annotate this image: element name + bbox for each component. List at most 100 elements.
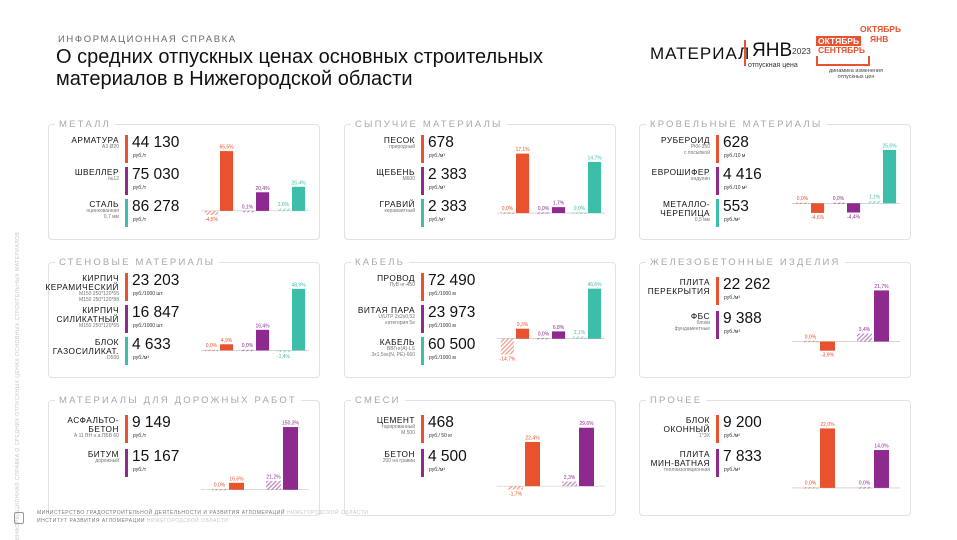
bar-label: 26,4%	[291, 180, 306, 186]
footer-line-2-text: ИНСТИТУТ РАЗВИТИЯ АГЛОМЕРАЦИИ	[37, 518, 146, 524]
item-name: МЕТАЛЛО- ЧЕРЕПИЦА	[660, 199, 710, 218]
bar-label: 4,9%	[221, 338, 233, 344]
item-color-bar	[125, 305, 128, 333]
item-name: ФБС	[690, 311, 710, 321]
item-color-bar	[125, 199, 128, 227]
legend-september: СЕНТЯБРЬ	[818, 45, 866, 55]
item-color-bar	[125, 167, 128, 195]
footer-line-1: МИНИСТЕРСТВО ГРАДОСТРОИТЕЛЬНОЙ ДЕЯТЕЛЬНО…	[37, 510, 368, 516]
panel-title: СМЕСИ	[351, 395, 405, 406]
item-color-bar	[421, 337, 424, 365]
legend-october-2: ОКТЯБРЬ	[816, 36, 862, 46]
item-subtitle: D500	[107, 355, 119, 361]
bar-label: 2,3%	[564, 475, 576, 481]
bar-label: 16,4%	[255, 323, 270, 329]
item-unit: руб./м³	[724, 329, 741, 335]
item-price: 4 416	[723, 166, 762, 183]
item-unit: руб./т	[133, 153, 147, 159]
item-price: 86 278	[132, 198, 180, 215]
bar-sep-jan	[795, 202, 809, 205]
bar-label: 20,4%	[255, 186, 270, 192]
item-name: ЦЕМЕНТ	[376, 415, 415, 425]
bar-sep-jan	[572, 212, 586, 214]
item-subtitle: А 11 ВН н.а.ПБВ 60	[73, 433, 119, 439]
item-color-bar	[421, 135, 424, 163]
bar-label: 9,3%	[517, 322, 529, 328]
panel-title: МЕТАЛЛ	[55, 119, 115, 130]
footer-line-1-text: МИНИСТЕРСТВО ГРАДОСТРОИТЕЛЬНОЙ ДЕЯТЕЛЬНО…	[37, 510, 285, 516]
bar-label: 22,4%	[525, 435, 540, 441]
bar-label: -3,9%	[821, 353, 835, 359]
item-price: 9 388	[723, 310, 762, 327]
item-unit: руб./1000 м	[429, 355, 456, 361]
bar-label: 48,9%	[291, 282, 306, 288]
panel-8: ПРОЧЕЕ БЛОК ОКОННЫЙ 1*3Х 9 200 руб./м² ПЛИТА …	[639, 395, 911, 516]
bar-label: 21,2%	[266, 474, 281, 480]
item-price: 4 500	[428, 448, 467, 465]
item-price: 7 833	[723, 448, 762, 465]
bar-sep-jan	[240, 349, 254, 352]
bar-label: 3,4%	[859, 327, 871, 333]
bar-label: -4,4%	[847, 214, 861, 220]
ministry-logo	[14, 512, 24, 524]
item-name: ПЛИТА МИН-ВАТНАЯ	[650, 449, 710, 468]
bar-label: 16,6%	[229, 476, 244, 482]
bar-sep-jan	[803, 487, 818, 489]
item-unit: руб./10 м²	[724, 185, 747, 191]
bar-oct-jan	[588, 288, 602, 339]
item-unit: руб./1000 м	[429, 291, 456, 297]
item-subtitle: РКК-350 с посыпкой	[684, 144, 710, 156]
bar-oct-jan	[874, 290, 889, 342]
item-name: ЕВРОШИФЕР	[651, 167, 710, 177]
item-price: 468	[428, 414, 454, 431]
item-price: 23 203	[132, 272, 180, 289]
item-color-bar	[716, 415, 719, 443]
bar-label: 25,6%	[882, 143, 897, 149]
item-name: ГРАВИЙ	[379, 199, 415, 209]
bar-label: -1,7%	[509, 491, 523, 497]
panel-3: СТЕНОВЫЕ МАТЕРИАЛЫ КИРПИЧ КЕРАМИЧЕСКИЙ М15…	[45, 257, 320, 378]
item-unit: руб./м³	[429, 467, 446, 473]
bar-oct-jan	[292, 186, 306, 211]
panel-5: ЖЕЛЕЗОБЕТОННЫЕ ИЗДЕЛИЯ ПЛИТА ПЕРЕКРЫТИЯ 22…	[639, 257, 911, 378]
bar-label: 0,0%	[805, 481, 817, 487]
bar-label: 0,0%	[574, 206, 586, 212]
item-unit: руб./м³	[724, 467, 741, 473]
panel-title: ЖЕЛЕЗОБЕТОННЫЕ ИЗДЕЛИЯ	[646, 257, 845, 268]
panel-title: СЫПУЧИЕ МАТЕРИАЛЫ	[351, 119, 507, 130]
bar-sep-jan	[266, 480, 281, 490]
item-subtitle: тарированный М 500	[381, 424, 415, 436]
item-subtitle: теплоизоляционная	[663, 467, 710, 473]
item-price: 4 633	[132, 336, 171, 353]
bar-label: 22,0%	[820, 422, 835, 428]
bar-label: 17,1%	[515, 147, 530, 153]
legend: МАТЕРИАЛ ЯНВ отпускная цена 2023 ОКТЯБРЬ…	[648, 24, 908, 80]
item-subtitle: А3 Ø20	[102, 144, 119, 150]
bar-label: 46,6%	[587, 282, 602, 288]
bar-label: 0,0%	[214, 482, 226, 488]
panel-title: КРОВЕЛЬНЫЕ МАТЕРИАЛЫ	[646, 119, 827, 130]
bar-label: 2,6%	[278, 202, 290, 208]
bar-oct-jan	[516, 153, 530, 214]
item-color-bar	[421, 273, 424, 301]
item-price: 678	[428, 134, 454, 151]
item-unit: руб./т	[133, 217, 147, 223]
bar-label: 21,7%	[874, 284, 889, 290]
dynamics-chart: -1,7% 22,4% 2,3% 29,6%	[497, 421, 605, 497]
panel-7: СМЕСИ ЦЕМЕНТ тарированный М 500 468 руб./ 50…	[344, 395, 616, 516]
item-price: 628	[723, 134, 749, 151]
item-color-bar	[125, 273, 128, 301]
bar-label: 6,8%	[553, 325, 565, 331]
bar-sep-jan	[508, 486, 523, 490]
bar-oct-jan	[283, 427, 298, 490]
item-color-bar	[125, 415, 128, 443]
bar-label: 0,0%	[538, 331, 550, 337]
bar-sep-jan	[831, 202, 845, 205]
dynamics-chart: 0,0%16,6% 21,2% 150,3%	[201, 421, 309, 491]
item-color-bar	[716, 199, 719, 227]
item-price: 60 500	[428, 336, 476, 353]
footer-line-1-region: НИЖЕГОРОДСКОЙ ОБЛАСТИ	[286, 510, 369, 516]
legend-bracket	[816, 56, 870, 66]
bar-label: -14,7%	[500, 356, 516, 362]
bar-sep-jan	[867, 201, 881, 204]
